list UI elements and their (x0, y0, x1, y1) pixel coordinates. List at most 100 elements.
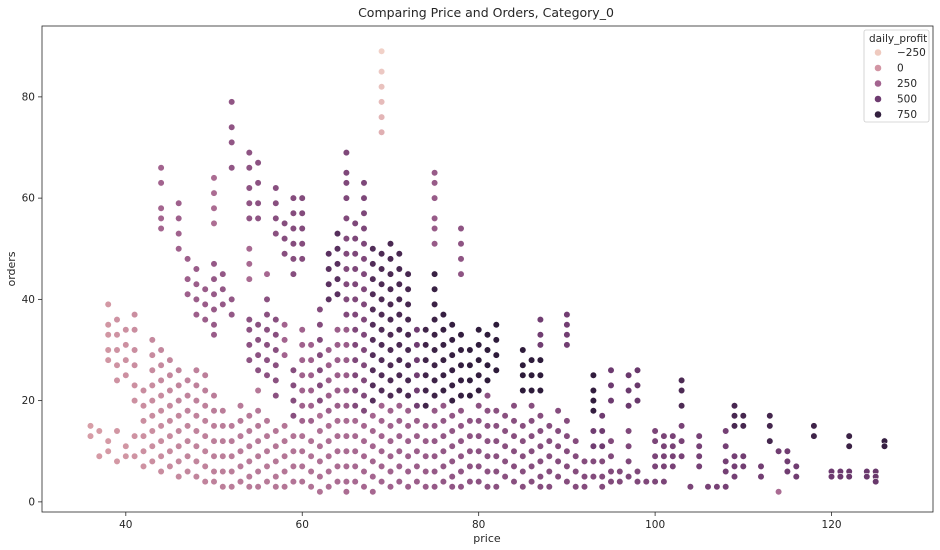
data-point (307, 371, 315, 379)
data-point (325, 452, 333, 460)
data-point (254, 467, 262, 476)
data-point (589, 427, 598, 435)
data-point (783, 457, 792, 466)
data-point (501, 442, 509, 450)
data-point (633, 467, 642, 476)
data-point (254, 336, 262, 344)
legend-label: 250 (897, 78, 917, 90)
data-point (660, 478, 668, 486)
data-point (431, 331, 439, 339)
data-point (483, 437, 492, 445)
data-point (413, 371, 421, 379)
data-point (369, 275, 377, 283)
data-point (483, 392, 492, 400)
data-point (289, 209, 298, 217)
data-point (192, 442, 200, 450)
data-point (289, 270, 298, 278)
data-point (148, 381, 156, 390)
data-point (263, 478, 271, 486)
data-point (254, 407, 262, 415)
data-point (386, 483, 395, 491)
data-point (386, 255, 395, 263)
data-point (184, 392, 192, 400)
data-point (404, 376, 412, 385)
data-point (86, 432, 95, 440)
data-point (342, 149, 351, 157)
data-point (360, 300, 368, 309)
data-point (351, 311, 359, 319)
data-point (281, 437, 289, 445)
data-point (157, 214, 165, 222)
data-point (589, 397, 598, 405)
data-point (298, 432, 306, 440)
data-point (431, 407, 439, 415)
data-point (404, 331, 412, 339)
legend-marker (874, 64, 882, 72)
data-point (510, 478, 518, 486)
data-point (378, 113, 386, 121)
data-point (342, 371, 351, 379)
data-point (333, 417, 342, 425)
data-point (475, 341, 483, 349)
data-point (201, 478, 209, 486)
data-point (783, 447, 792, 455)
data-point (289, 412, 298, 420)
data-point (395, 295, 403, 304)
data-point (501, 473, 509, 481)
data-point (201, 402, 209, 410)
data-point (342, 214, 351, 222)
data-point (554, 457, 562, 466)
data-point (413, 356, 421, 364)
data-point (457, 331, 465, 339)
data-point (325, 361, 333, 369)
data-point (448, 381, 456, 390)
data-point (192, 412, 200, 420)
data-point (210, 305, 218, 314)
data-point (351, 402, 359, 410)
data-point (386, 407, 395, 415)
data-point (572, 437, 580, 445)
data-point (272, 442, 280, 450)
data-point (810, 422, 818, 430)
data-point (175, 214, 183, 222)
data-point (342, 462, 351, 471)
data-point (333, 478, 342, 486)
data-point (228, 452, 236, 460)
data-point (333, 230, 342, 238)
data-point (139, 447, 148, 455)
data-point (351, 371, 359, 379)
data-point (431, 422, 439, 430)
data-point (448, 366, 456, 374)
data-point (395, 371, 403, 379)
data-point (536, 371, 545, 379)
data-point (739, 422, 747, 430)
data-point (342, 194, 351, 202)
data-point (281, 250, 289, 258)
data-point (210, 275, 218, 283)
data-point (192, 265, 200, 273)
data-point (342, 326, 351, 334)
data-point (113, 457, 121, 466)
data-point (113, 331, 121, 339)
data-point (545, 483, 553, 491)
data-point (325, 483, 333, 491)
data-point (254, 386, 262, 395)
data-point (836, 473, 845, 481)
data-point (307, 437, 315, 445)
data-point (157, 376, 165, 385)
data-point (669, 432, 677, 440)
data-point (624, 473, 633, 481)
data-point (519, 361, 527, 369)
data-point (607, 452, 615, 460)
data-point (333, 447, 342, 455)
data-point (624, 371, 633, 379)
data-point (386, 376, 395, 385)
data-point (113, 427, 121, 435)
data-point (263, 371, 271, 379)
data-point (872, 478, 880, 486)
data-point (360, 255, 368, 263)
data-point (289, 366, 298, 374)
data-point (404, 452, 412, 460)
data-point (263, 341, 271, 349)
data-point (475, 386, 483, 395)
